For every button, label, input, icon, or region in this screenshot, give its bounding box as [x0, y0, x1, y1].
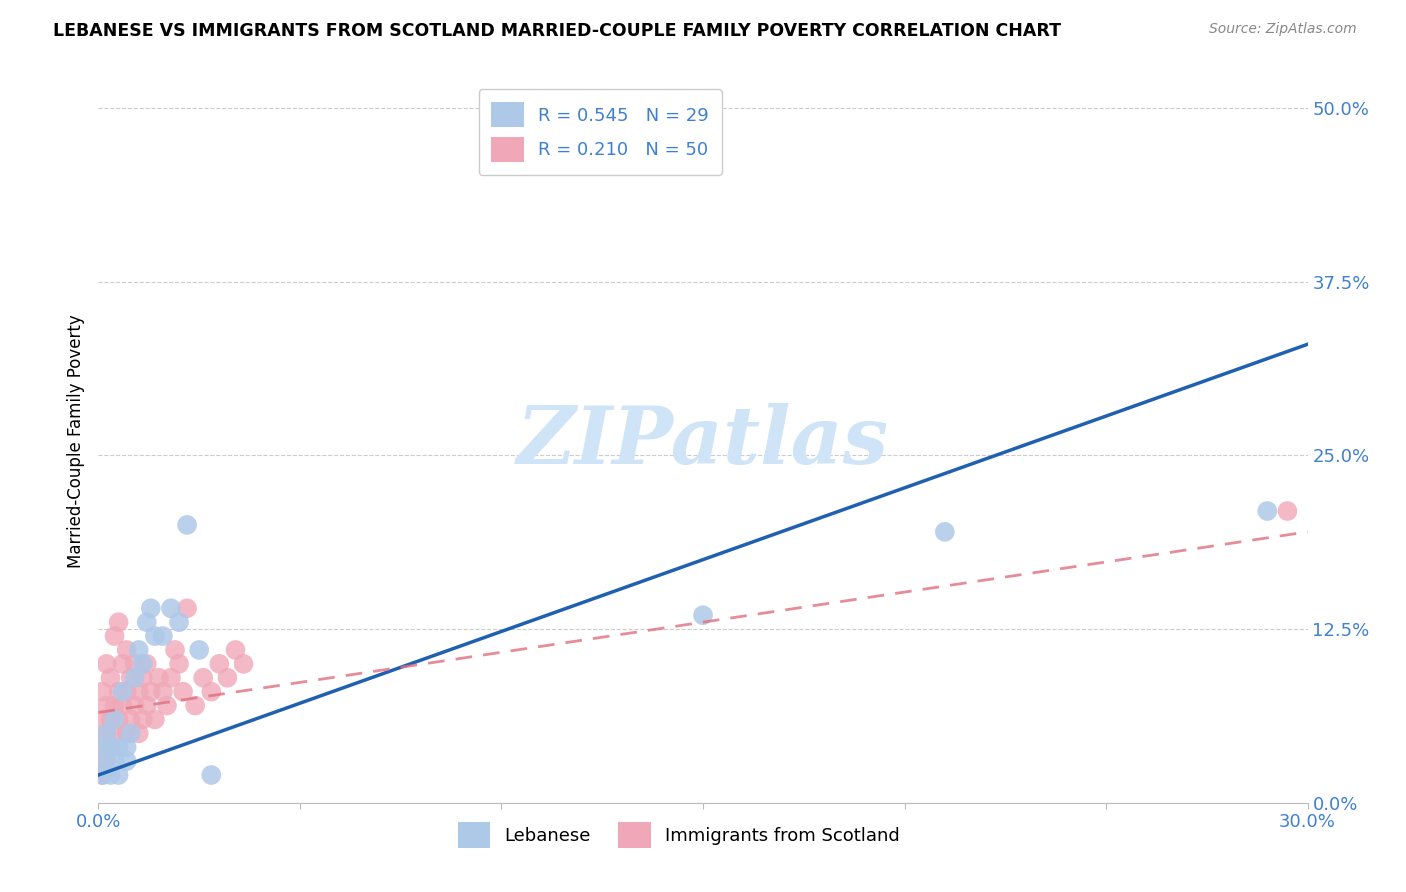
Text: ZIPatlas: ZIPatlas [517, 403, 889, 480]
Point [176, 517, 198, 532]
Point [135, 698, 157, 713]
Point [200, 768, 222, 782]
Point [100, 740, 122, 755]
Point [96, 754, 118, 768]
Point [152, 684, 174, 698]
Point [103, 629, 125, 643]
Point [120, 671, 142, 685]
Point [103, 754, 125, 768]
Point [193, 671, 215, 685]
Point [107, 615, 129, 630]
Point [100, 713, 122, 727]
Point [100, 768, 122, 782]
Point [167, 657, 190, 671]
Point [115, 740, 138, 755]
Point [96, 726, 118, 740]
Point [184, 698, 207, 713]
Point [176, 601, 198, 615]
Point [124, 671, 146, 685]
Point [107, 740, 129, 755]
Point [132, 657, 155, 671]
Point [107, 768, 129, 782]
Point [163, 643, 186, 657]
Point [156, 698, 179, 713]
Point [103, 726, 125, 740]
Point [128, 726, 150, 740]
Text: Source: ZipAtlas.com: Source: ZipAtlas.com [1209, 22, 1357, 37]
Point [143, 713, 166, 727]
Point [115, 726, 138, 740]
Point [160, 671, 183, 685]
Point [96, 726, 118, 740]
Point [124, 698, 146, 713]
Point [139, 684, 162, 698]
Text: LEBANESE VS IMMIGRANTS FROM SCOTLAND MARRIED-COUPLE FAMILY POVERTY CORRELATION C: LEBANESE VS IMMIGRANTS FROM SCOTLAND MAR… [53, 22, 1062, 40]
Point [132, 671, 155, 685]
Legend: Lebanese, Immigrants from Scotland: Lebanese, Immigrants from Scotland [447, 812, 911, 859]
Point [135, 615, 157, 630]
Point [91, 713, 114, 727]
Point [111, 684, 134, 698]
Point [107, 684, 129, 698]
Point [208, 657, 231, 671]
Point [111, 698, 134, 713]
Point [91, 740, 114, 755]
Point [103, 698, 125, 713]
Point [135, 657, 157, 671]
Point [934, 524, 956, 539]
Point [103, 713, 125, 727]
Point [128, 643, 150, 657]
Point [692, 608, 714, 623]
Point [200, 684, 222, 698]
Point [100, 671, 122, 685]
Point [143, 629, 166, 643]
Point [132, 713, 155, 727]
Point [91, 740, 114, 755]
Point [128, 684, 150, 698]
Point [91, 768, 114, 782]
Point [91, 684, 114, 698]
Point [120, 713, 142, 727]
Point [96, 657, 118, 671]
Point [115, 684, 138, 698]
Point [139, 601, 162, 615]
Point [217, 671, 239, 685]
Point [188, 643, 211, 657]
Point [115, 754, 138, 768]
Point [100, 740, 122, 755]
Point [96, 754, 118, 768]
Point [1277, 504, 1299, 518]
Point [111, 657, 134, 671]
Point [124, 657, 146, 671]
Y-axis label: Married-Couple Family Poverty: Married-Couple Family Poverty [66, 315, 84, 568]
Point [120, 726, 142, 740]
Point [91, 768, 114, 782]
Point [172, 684, 194, 698]
Point [1256, 504, 1278, 518]
Point [160, 601, 183, 615]
Point [107, 713, 129, 727]
Point [115, 643, 138, 657]
Point [167, 615, 190, 630]
Point [224, 643, 246, 657]
Point [232, 657, 254, 671]
Point [96, 698, 118, 713]
Point [148, 671, 170, 685]
Point [152, 629, 174, 643]
